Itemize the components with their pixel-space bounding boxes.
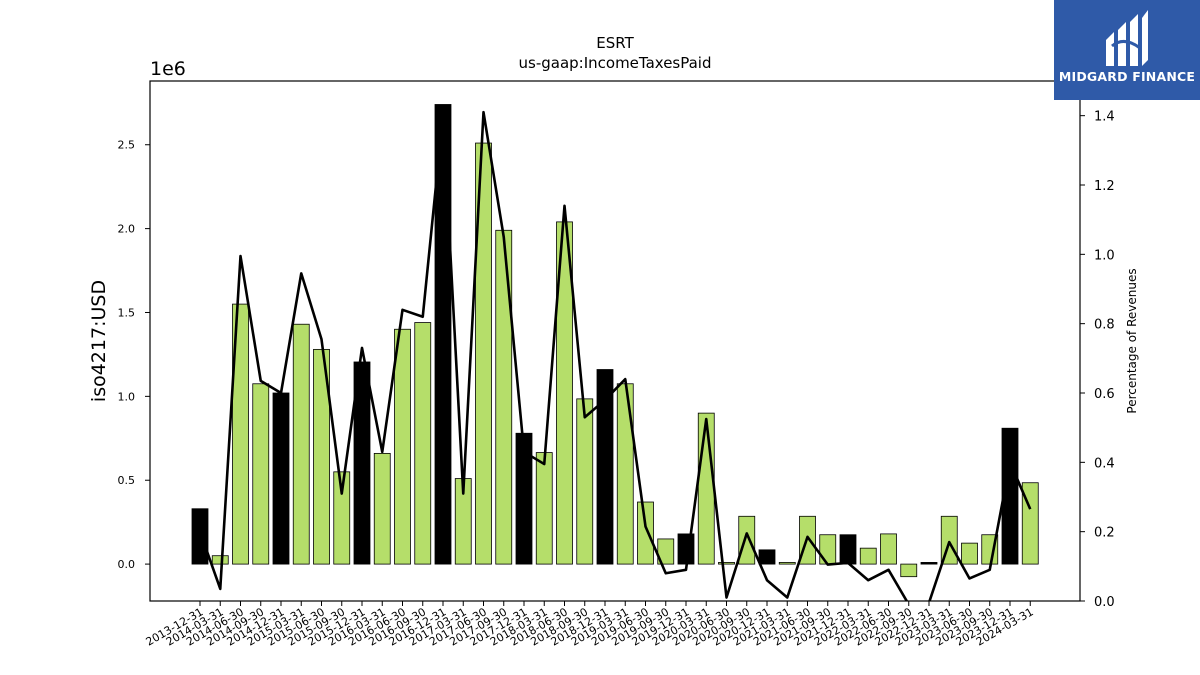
- brand-mark-icon: [1106, 10, 1148, 66]
- bar-2022-06-30: [880, 533, 897, 565]
- bar-2018-03-31: [535, 452, 553, 565]
- bars-group: [191, 104, 1039, 578]
- bar-2020-12-31: [758, 549, 776, 565]
- y2-tick-label: 0.4: [1094, 456, 1115, 471]
- y-tick-label: 0.0: [118, 558, 136, 571]
- y2-tick-label: 1.2: [1094, 179, 1115, 194]
- bar-2013-12-31: [191, 508, 209, 565]
- bar-2022-03-31: [859, 547, 877, 565]
- bar-2017-06-30: [475, 142, 492, 565]
- bar-2015-09-30: [333, 471, 351, 565]
- bar-2021-03-31: [778, 562, 796, 565]
- bar-2015-03-31: [292, 323, 310, 565]
- bar-2017-12-31: [515, 432, 533, 565]
- bar-2023-06-30: [961, 542, 978, 565]
- bar-2016-06-30: [394, 328, 411, 565]
- plot-frame: [149, 80, 1081, 602]
- bar-2022-12-31: [920, 562, 938, 565]
- bar-2019-06-30: [637, 501, 654, 565]
- y-tick-label: 2.0: [118, 223, 136, 236]
- bar-2017-09-30: [495, 229, 513, 565]
- bar-2022-09-30: [900, 563, 918, 578]
- bar-2021-09-30: [819, 534, 837, 565]
- bar-2014-03-31: [211, 555, 229, 565]
- y2-tick-label: 0.2: [1094, 526, 1115, 541]
- y-tick-label: 1.5: [118, 306, 136, 319]
- bar-2019-12-31: [677, 533, 695, 565]
- y2-tick-label: 0.0: [1094, 595, 1115, 610]
- bar-2016-09-30: [414, 322, 432, 565]
- axes-group: 0.0 0.5 1.0 1.5 2.0 2.5 0.0 0.2 0.4 0.6 0.8 1.0 1.2 1…: [118, 80, 1115, 649]
- bar-2014-09-30: [252, 383, 270, 565]
- chart-title: ESRT: [596, 34, 634, 52]
- y2-tick-label: 1.4: [1094, 110, 1115, 125]
- y-tick-label: 1.0: [118, 390, 136, 403]
- y2-tick-label: 1.0: [1094, 248, 1115, 263]
- bar-2023-12-31: [1001, 427, 1019, 565]
- chart-subtitle: us-gaap:IncomeTaxesPaid: [519, 54, 712, 72]
- bar-2014-12-31: [272, 392, 290, 565]
- brand-logo: MIDGARD FINANCE: [1054, 0, 1200, 100]
- bar-2020-03-31: [697, 412, 715, 565]
- ratio-line: [198, 110, 1032, 601]
- y-scale-label: 1e6: [150, 58, 186, 80]
- y2-tick-label: 0.6: [1094, 387, 1115, 402]
- bar-2018-12-31: [596, 369, 614, 565]
- bar-2016-03-31: [373, 452, 391, 565]
- bar-2015-12-31: [353, 361, 371, 565]
- y-axis-label: iso4217:USD: [88, 280, 110, 402]
- bar-2018-09-30: [576, 398, 594, 565]
- brand-name: MIDGARD FINANCE: [1058, 69, 1196, 84]
- line-group: [198, 110, 1032, 601]
- bar-2016-12-31: [434, 104, 452, 565]
- bar-2021-12-31: [839, 534, 857, 565]
- bar-2020-09-30: [738, 515, 756, 565]
- bar-2015-06-30: [313, 348, 330, 565]
- y2-axis-label: Percentage of Revenues: [1125, 268, 1139, 413]
- bar-2020-06-30: [718, 562, 735, 565]
- y2-tick-label: 0.8: [1094, 318, 1115, 333]
- y-tick-label: 2.5: [118, 139, 136, 152]
- bar-2014-06-30: [232, 303, 249, 565]
- y-tick-label: 0.5: [118, 474, 136, 487]
